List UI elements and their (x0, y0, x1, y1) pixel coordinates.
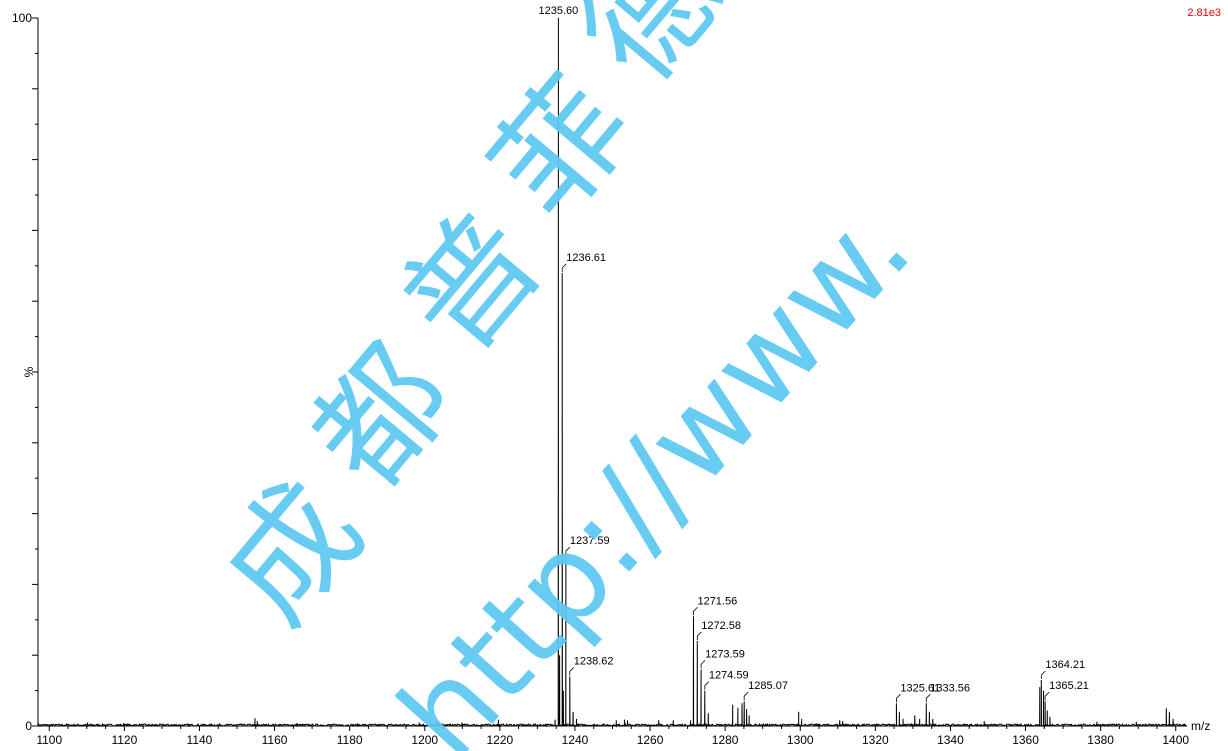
spectrum-line (37, 17, 1187, 728)
x-tick-label: 1140 (187, 733, 213, 747)
peak-label-text: 1235.60 (539, 5, 579, 17)
x-tick-label: 1320 (862, 733, 889, 747)
watermark-char: 菲 (465, 51, 661, 245)
peak-leader (896, 694, 901, 703)
x-tick-label: 1340 (937, 733, 964, 747)
peak-label-1272.58: 1272.58 (696, 620, 741, 641)
x-tick-label: 1260 (637, 733, 664, 747)
watermark-char: 都 (285, 321, 481, 515)
x-ticks: 1100 1120 1140 1160 1180 1200 1220 1240 1260 1280… (36, 726, 1189, 747)
x-tick-label: 1120 (111, 733, 137, 747)
peak-label-1364.21: 1364.21 (1040, 659, 1085, 679)
x-axis-title: m/z (1191, 719, 1210, 733)
y-axis-title: % (22, 366, 36, 377)
peak-label-text: 1365.21 (1049, 680, 1089, 692)
peak-leader (743, 691, 749, 701)
peak-label-1237.59: 1237.59 (565, 535, 610, 556)
peak-label-text: 1274.59 (709, 670, 749, 682)
peak-label-1236.61: 1236.61 (561, 252, 606, 272)
peak-label-1273.59: 1273.59 (700, 648, 745, 669)
peak-label-text: 1364.21 (1045, 659, 1085, 671)
x-tick-label: 1240 (562, 733, 589, 747)
peak-label-text: 1325.61 (900, 682, 940, 694)
y-tick-label-0: 0 (25, 719, 32, 733)
peak-label-text: 1273.59 (705, 648, 745, 660)
watermark: 成 都 普 菲 德 http://www. (195, 0, 938, 751)
peak-label-text: 1238.62 (574, 655, 614, 667)
peak-label-text: 1285.07 (748, 680, 788, 692)
peak-leader (925, 694, 931, 703)
peak-label-1365.21: 1365.21 (1044, 680, 1089, 701)
peak-label-1235.60: 1235.60 (539, 5, 579, 17)
peak-labels: 1235.60 1236.61 1237.59 1238.62 1271.56 1272.… (539, 5, 1089, 703)
y-ticks (32, 17, 38, 727)
x-tick-label: 1400 (1162, 733, 1189, 747)
peak-label-text: 1236.61 (566, 252, 606, 264)
peak-label-1238.62: 1238.62 (569, 655, 614, 676)
peak-leader (704, 681, 710, 690)
peak-leader (1040, 670, 1046, 679)
peak-label-text: 1272.58 (701, 620, 741, 632)
axes: 1100 1120 1140 1160 1180 1200 1220 1240 1260 1280… (32, 17, 1189, 747)
peak-label-1325.61: 1325.61 (896, 682, 940, 703)
x-tick-label: 1360 (1012, 733, 1039, 747)
peak-leader (693, 606, 698, 616)
x-tick-label: 1300 (787, 733, 814, 747)
peak-leader (569, 667, 575, 676)
peak-label-text: 1333.56 (930, 682, 970, 694)
x-tick-label: 1220 (487, 733, 514, 747)
max-intensity-label: 2.81e3 (1187, 7, 1221, 19)
peak-label-text: 1237.59 (570, 535, 610, 547)
x-tick-label: 1160 (262, 733, 288, 747)
watermark-char: 普 (375, 186, 571, 380)
y-tick-label-100: 100 (12, 11, 32, 25)
peak-leader (696, 631, 702, 641)
peak-label-1271.56: 1271.56 (693, 595, 737, 616)
spectrum-trace (37, 17, 1187, 728)
peak-label-text: 1271.56 (697, 595, 737, 607)
x-tick-label: 1200 (411, 733, 438, 747)
watermark-char: 成 (195, 456, 391, 650)
peak-leader (561, 263, 567, 272)
peak-leader (565, 546, 571, 556)
peak-leader (1044, 691, 1050, 701)
x-tick-label: 1380 (1087, 733, 1114, 747)
x-tick-label: 1280 (712, 733, 739, 747)
peak-label-1285.07: 1285.07 (743, 680, 788, 701)
peak-label-1333.56: 1333.56 (925, 682, 970, 703)
x-tick-label: 1100 (36, 733, 62, 747)
peak-leader (700, 660, 706, 669)
x-tick-label: 1180 (337, 733, 363, 747)
peak-label-1274.59: 1274.59 (704, 670, 749, 690)
